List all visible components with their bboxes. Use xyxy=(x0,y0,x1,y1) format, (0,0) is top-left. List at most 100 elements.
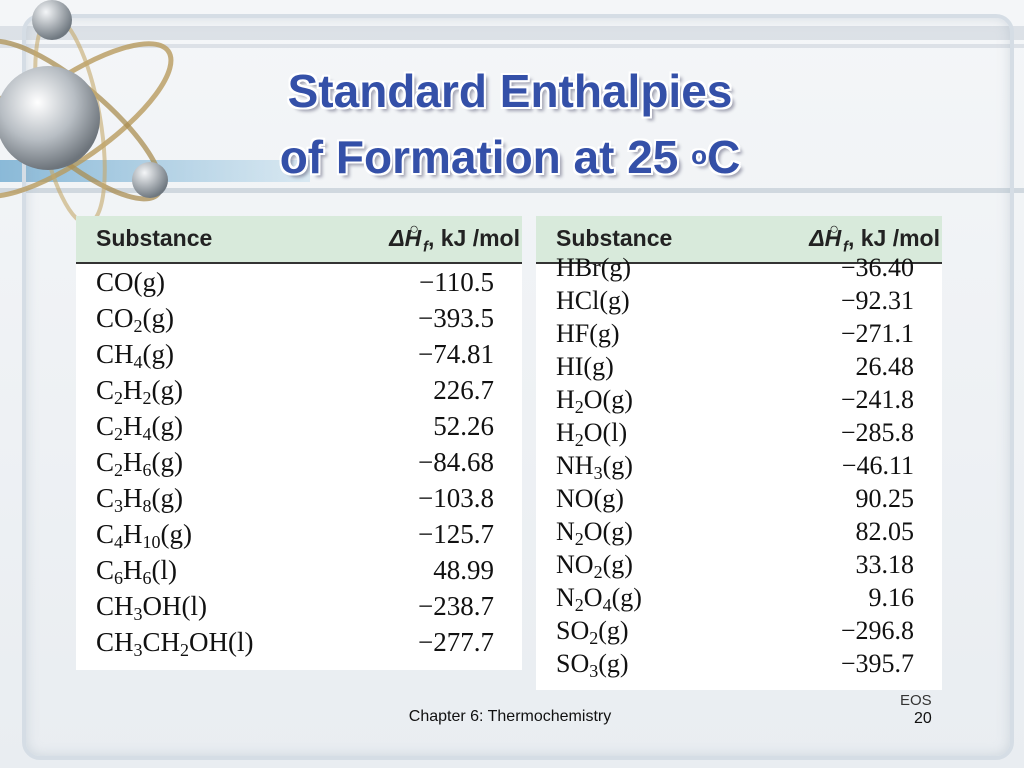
header-units: , kJ /mol xyxy=(847,225,940,251)
formula-part: (g) xyxy=(602,451,633,480)
table-row: C2H4(g) 52.26 xyxy=(76,408,522,444)
formula-part: (g) xyxy=(598,649,629,678)
formula-part: (g) xyxy=(602,550,633,579)
formula-part: (g) xyxy=(611,583,642,612)
enthalpy-value: 48.99 xyxy=(433,555,494,585)
formula-part: (g) xyxy=(598,616,629,645)
header-band xyxy=(0,26,1024,40)
formula-part: O(g) xyxy=(583,517,633,546)
table-rows-left: CO(g) −110.5 CO2(g) −393.5 CH4(g) −74.81 C2H2(… xyxy=(76,264,522,660)
enthalpy-value: 90.25 xyxy=(855,484,915,513)
formula-part: (g) xyxy=(151,483,183,513)
subscript-f: f xyxy=(842,238,848,256)
enthalpy-value: 82.05 xyxy=(855,517,915,546)
enthalpy-value: −241.8 xyxy=(840,385,914,414)
substance-formula: CH3OH(l) xyxy=(96,591,207,624)
enthalpy-value: 33.18 xyxy=(855,550,915,579)
formula-part: NO(g) xyxy=(556,484,624,513)
formula-part: (g) xyxy=(142,303,174,333)
substance-formula: HCl(g) xyxy=(556,286,630,316)
formula-subscript: 2 xyxy=(114,388,124,408)
table-row: NO2(g) 33.18 xyxy=(536,547,942,581)
substance-formula: C3H8(g) xyxy=(96,483,183,516)
formula-part: H xyxy=(123,519,143,549)
formula-subscript: 2 xyxy=(133,316,143,336)
table-row: SO2(g) −296.8 xyxy=(536,613,942,648)
formula-subscript: 2 xyxy=(589,628,599,648)
enthalpy-value: 26.48 xyxy=(855,352,915,381)
table-header: Substance ΔH○f, kJ /mol xyxy=(536,216,942,264)
formula-part: (g) xyxy=(142,339,174,369)
header-enthalpy: ΔH○f, kJ /mol xyxy=(809,221,940,256)
formula-part: (l) xyxy=(151,555,177,585)
enthalpy-value: −271.1 xyxy=(840,319,914,348)
footer-chapter: Chapter 6: Thermochemistry xyxy=(408,708,612,725)
formula-part: C xyxy=(96,483,115,513)
formula-part: C xyxy=(96,411,115,441)
substance-formula: N2O(g) xyxy=(556,517,633,549)
enthalpy-value: −84.68 xyxy=(418,447,494,477)
degree-symbol: o xyxy=(691,140,708,170)
table-row: SO3(g) −395.7 xyxy=(536,646,942,680)
formula-part: NH xyxy=(556,451,594,480)
formula-subscript: 2 xyxy=(142,388,152,408)
table-row: C6H6(l) 48.99 xyxy=(76,552,522,588)
atom-icon xyxy=(0,0,174,226)
formula-part: SO xyxy=(556,649,590,678)
formula-subscript: 4 xyxy=(142,424,152,444)
standard-state-symbol: ○ xyxy=(829,221,839,238)
standard-state-symbol: ○ xyxy=(409,221,419,238)
substance-formula: NO2(g) xyxy=(556,550,633,581)
table-row: CH4(g) −74.81 xyxy=(76,336,522,372)
substance-formula: CH3CH2OH(l) xyxy=(96,627,254,659)
formula-subscript: 2 xyxy=(114,424,124,444)
formula-subscript: 6 xyxy=(142,460,152,480)
formula-part: CH xyxy=(96,591,134,621)
table-rows-right: HBr(g) −36.40 HCl(g) −92.31 HF(g) −271.1 HI(g)… xyxy=(536,250,942,680)
header-divider xyxy=(0,188,1024,193)
table-row: HF(g) −271.1 xyxy=(536,316,942,349)
substance-formula: C2H4(g) xyxy=(96,411,183,444)
enthalpy-value: −393.5 xyxy=(418,303,494,333)
enthalpy-value: −74.81 xyxy=(418,339,494,369)
table-row: C2H2(g) 226.7 xyxy=(76,372,522,408)
title-unit: C xyxy=(707,131,741,183)
table-row: CH3CH2OH(l) −277.7 xyxy=(76,624,522,660)
formula-part: C xyxy=(96,519,115,549)
formula-part: (g) xyxy=(151,411,183,441)
table-row: NH3(g) −46.11 xyxy=(536,448,942,482)
formula-part: H xyxy=(123,483,143,513)
table-row: C4H10(g) −125.7 xyxy=(76,516,522,552)
formula-subscript: 3 xyxy=(133,604,143,624)
enthalpy-value: −92.31 xyxy=(840,286,914,315)
formula-part: H xyxy=(556,418,575,447)
table-row: CH3OH(l) −238.7 xyxy=(76,588,522,624)
table-row: HCl(g) −92.31 xyxy=(536,283,942,316)
formula-subscript: 4 xyxy=(133,352,143,372)
title-line-2: of Formation at 25 oC xyxy=(200,124,820,190)
header-substance: Substance xyxy=(556,225,673,251)
formula-subscript: 4 xyxy=(602,595,612,615)
formula-part: H xyxy=(556,385,575,414)
header-enthalpy: ΔH○f, kJ /mol xyxy=(389,221,520,256)
substance-formula: SO3(g) xyxy=(556,649,629,680)
table-row: HBr(g) −36.40 xyxy=(536,250,942,283)
title-line-1: Standard Enthalpies xyxy=(287,65,733,117)
enthalpy-table-right: Substance ΔH○f, kJ /mol HBr(g) −36.40 HCl(… xyxy=(536,216,942,690)
substance-formula: SO2(g) xyxy=(556,616,629,648)
enthalpy-value: −296.8 xyxy=(840,616,914,645)
substance-formula: C6H6(l) xyxy=(96,555,177,587)
formula-part: H xyxy=(123,375,143,405)
substance-formula: H2O(g) xyxy=(556,385,633,417)
formula-part: O xyxy=(583,583,603,612)
formula-part: C xyxy=(96,555,115,585)
formula-subscript: 2 xyxy=(574,397,584,417)
table-row: NO(g) 90.25 xyxy=(536,481,942,514)
formula-subscript: 2 xyxy=(574,529,584,549)
formula-subscript: 10 xyxy=(142,532,161,552)
formula-subscript: 8 xyxy=(142,496,152,516)
enthalpy-value: −103.8 xyxy=(418,483,494,513)
table-row: C2H6(g) −84.68 xyxy=(76,444,522,480)
enthalpy-value: −36.40 xyxy=(840,253,914,282)
formula-part: CH xyxy=(96,339,134,369)
